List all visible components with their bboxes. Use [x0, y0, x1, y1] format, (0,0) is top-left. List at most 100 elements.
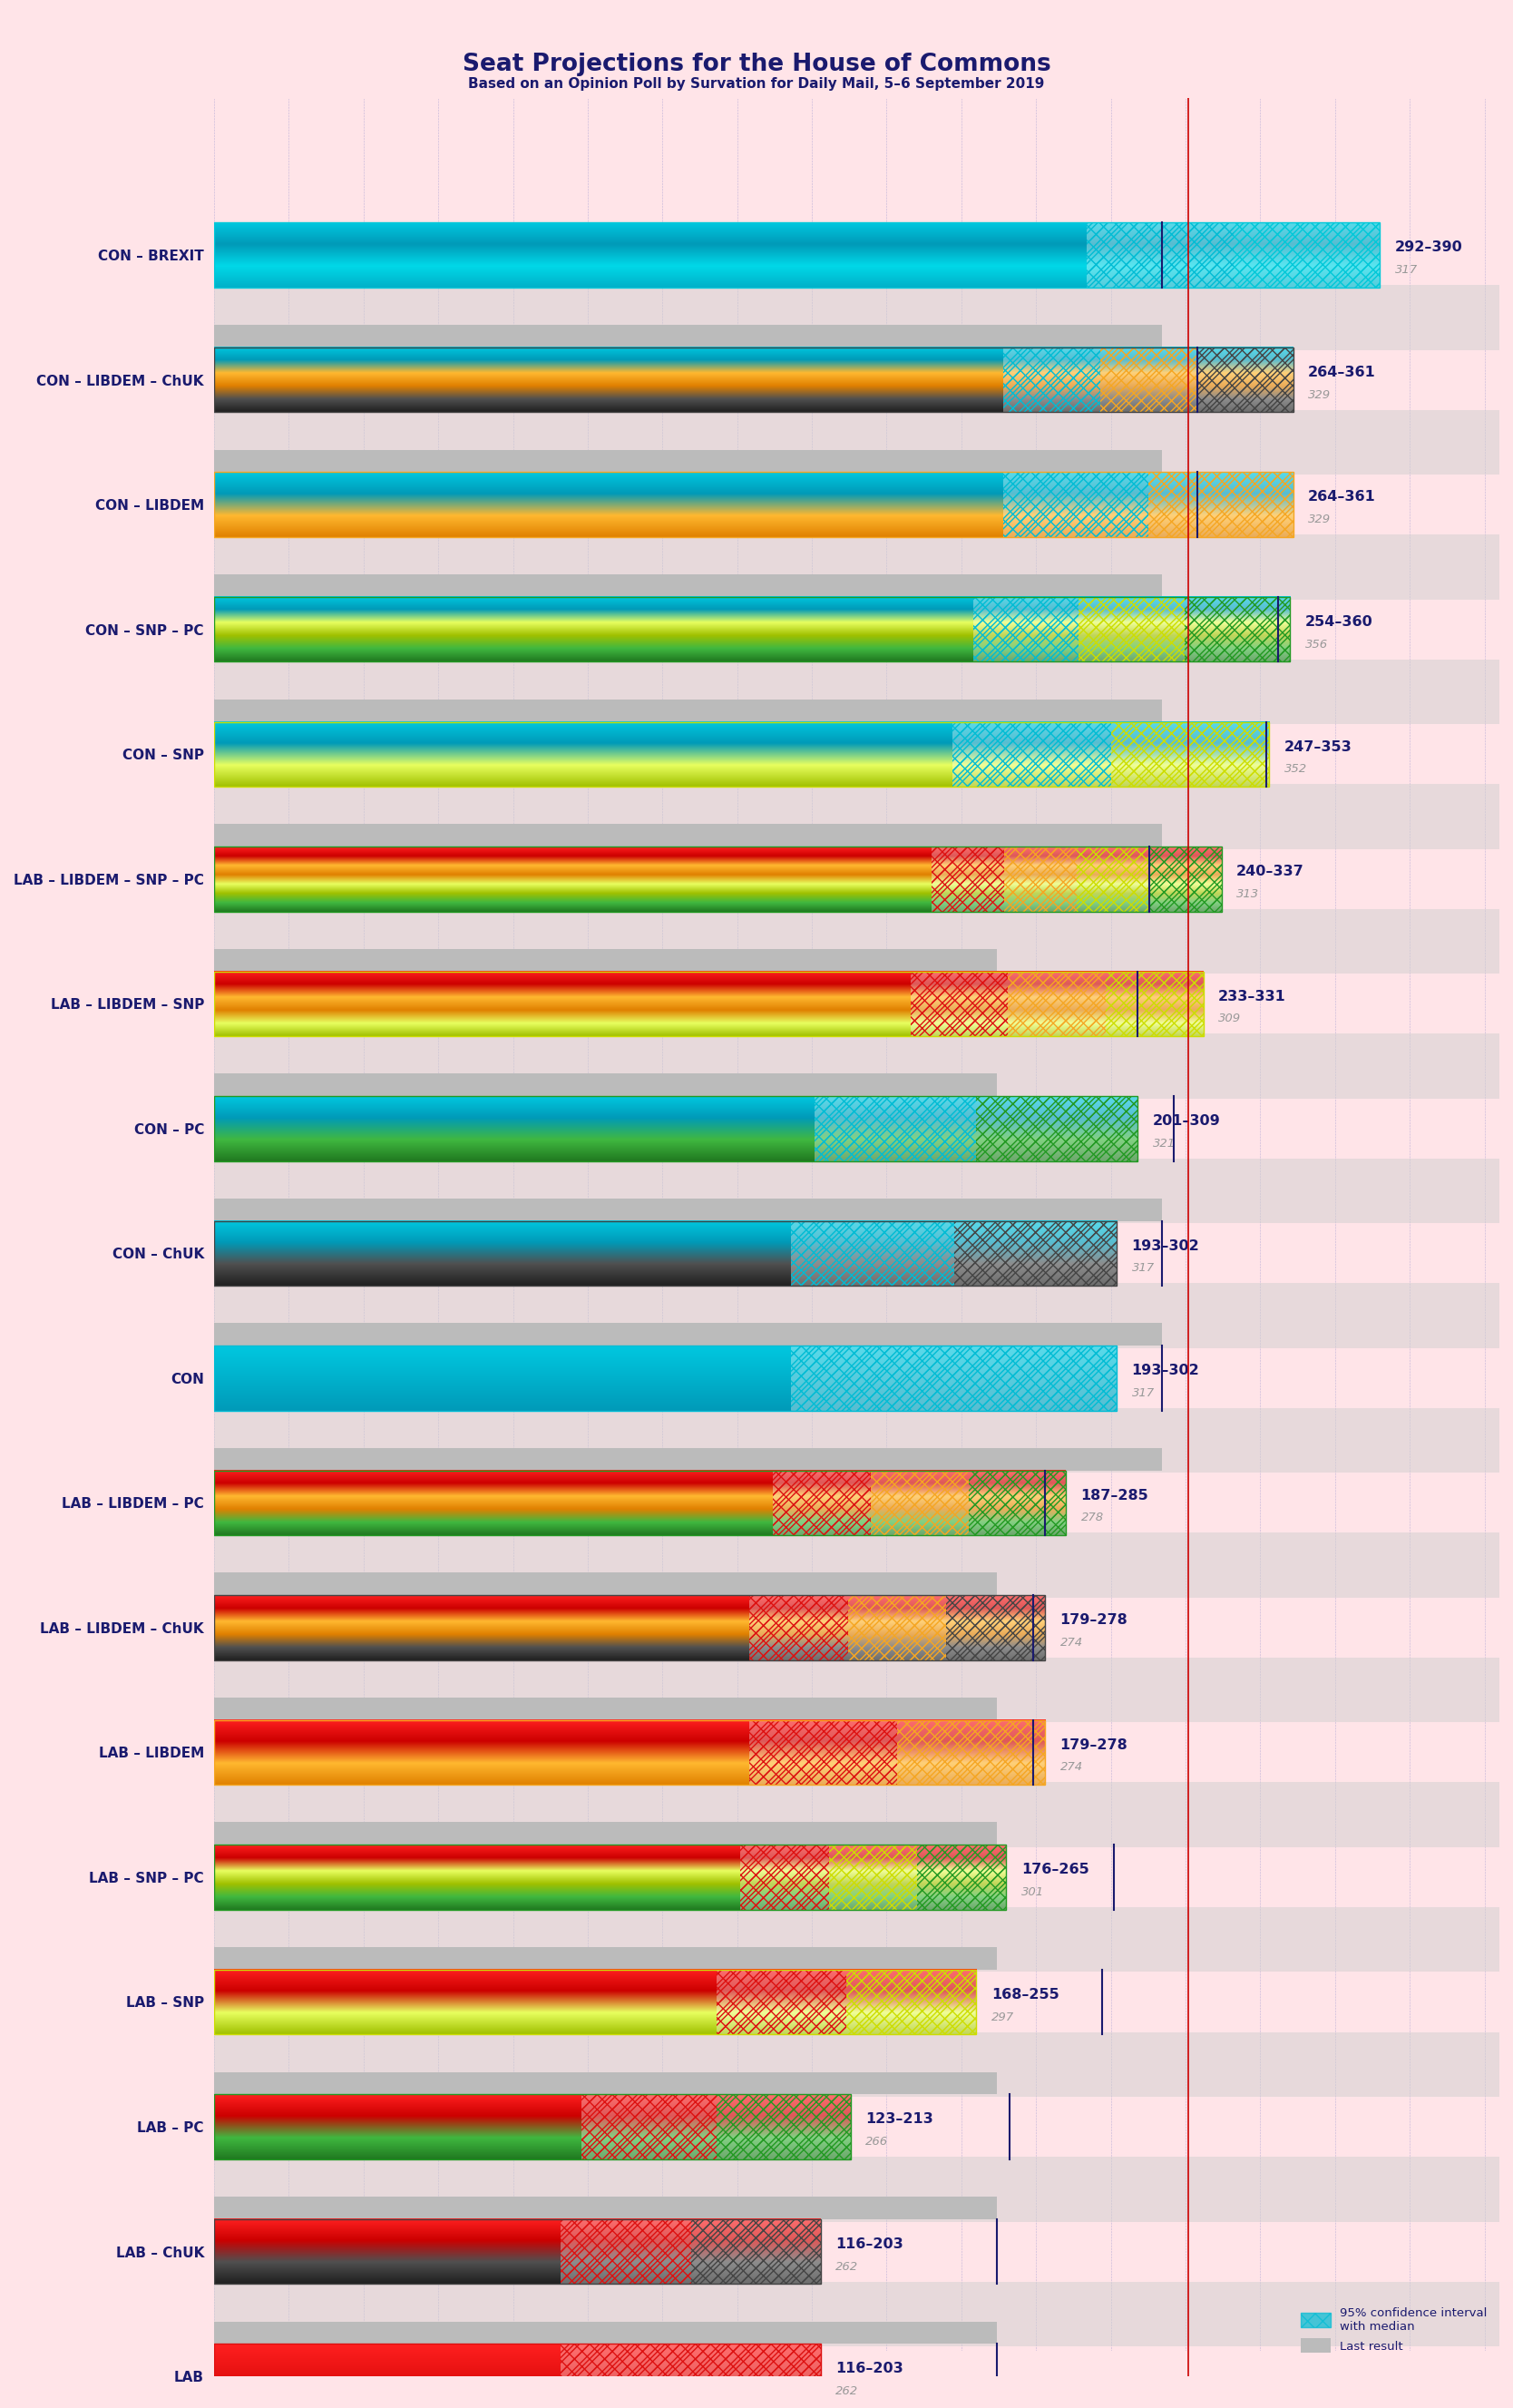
Bar: [1197, 347, 1294, 412]
Text: 187–285: 187–285: [1080, 1488, 1148, 1503]
Text: 321: 321: [1153, 1137, 1176, 1149]
Bar: [829, 1845, 917, 1910]
Bar: [213, 2343, 822, 2408]
Bar: [947, 1594, 1045, 1659]
Text: 317: 317: [1132, 1387, 1154, 1399]
Bar: [973, 597, 1079, 662]
Bar: [561, 2220, 691, 2283]
Bar: [870, 1471, 968, 1536]
Bar: [846, 1970, 976, 2035]
Bar: [1076, 848, 1148, 913]
Bar: [870, 1471, 968, 1536]
Bar: [213, 450, 1162, 472]
Bar: [1005, 848, 1076, 913]
Bar: [213, 2095, 850, 2160]
Bar: [716, 1970, 846, 2035]
Bar: [952, 722, 1111, 787]
Bar: [1100, 347, 1197, 412]
Bar: [213, 1698, 997, 1719]
Bar: [213, 908, 1499, 973]
Bar: [1233, 222, 1380, 287]
Text: 264–361: 264–361: [1309, 491, 1375, 503]
Text: 292–390: 292–390: [1395, 241, 1463, 255]
Bar: [791, 1346, 1117, 1411]
Bar: [716, 2095, 850, 2160]
Bar: [816, 1096, 976, 1161]
Bar: [847, 1594, 947, 1659]
Bar: [740, 1845, 829, 1910]
Bar: [561, 2343, 822, 2408]
Bar: [1076, 848, 1148, 913]
Bar: [561, 2343, 822, 2408]
Bar: [1106, 970, 1203, 1035]
Bar: [870, 1471, 968, 1536]
Bar: [1106, 970, 1203, 1035]
Bar: [213, 1594, 1045, 1659]
Bar: [581, 2095, 716, 2160]
Bar: [791, 1221, 953, 1286]
Bar: [791, 1221, 953, 1286]
Bar: [1111, 722, 1269, 787]
Bar: [1197, 347, 1294, 412]
Bar: [1185, 597, 1291, 662]
Bar: [213, 1221, 1117, 1286]
Bar: [213, 1572, 997, 1594]
Bar: [213, 1907, 1499, 1972]
Bar: [1003, 472, 1148, 537]
Bar: [213, 284, 1499, 349]
Text: 317: 317: [1395, 265, 1418, 277]
Text: 274: 274: [1061, 1763, 1083, 1772]
Bar: [1005, 848, 1076, 913]
Bar: [968, 1471, 1067, 1536]
Bar: [213, 2158, 1499, 2223]
Bar: [1003, 472, 1148, 537]
Bar: [932, 848, 1005, 913]
Bar: [213, 1033, 1499, 1098]
Bar: [816, 1096, 976, 1161]
Bar: [953, 1221, 1117, 1286]
Text: 116–203: 116–203: [835, 2237, 903, 2251]
Bar: [1008, 970, 1106, 1035]
Bar: [1079, 597, 1185, 662]
Text: 247–353: 247–353: [1285, 739, 1353, 754]
Bar: [213, 1471, 1067, 1536]
Bar: [213, 1970, 976, 2035]
Bar: [561, 2220, 691, 2283]
Bar: [1148, 472, 1294, 537]
Bar: [213, 325, 1162, 347]
Bar: [213, 1948, 997, 1970]
Bar: [213, 1782, 1499, 1847]
Bar: [773, 1471, 870, 1536]
Bar: [749, 1719, 897, 1784]
Bar: [953, 1221, 1117, 1286]
Bar: [740, 1845, 829, 1910]
Bar: [952, 722, 1111, 787]
Bar: [581, 2095, 716, 2160]
Bar: [213, 660, 1499, 725]
Bar: [1148, 472, 1294, 537]
Bar: [213, 1719, 1045, 1784]
Bar: [1185, 597, 1291, 662]
Bar: [1148, 848, 1221, 913]
Bar: [213, 1283, 1499, 1348]
Bar: [749, 1594, 847, 1659]
Bar: [1079, 597, 1185, 662]
Bar: [976, 1096, 1138, 1161]
Bar: [791, 1346, 1117, 1411]
Bar: [1003, 472, 1148, 537]
Bar: [213, 1534, 1499, 1597]
Bar: [1086, 222, 1233, 287]
Bar: [953, 1221, 1117, 1286]
Bar: [213, 785, 1499, 850]
Bar: [952, 722, 1111, 787]
Text: 278: 278: [1080, 1512, 1103, 1524]
Text: 179–278: 179–278: [1061, 1613, 1127, 1628]
Text: 313: 313: [1236, 889, 1259, 901]
Bar: [1106, 970, 1203, 1035]
Bar: [847, 1594, 947, 1659]
Bar: [773, 1471, 870, 1536]
Text: 329: 329: [1309, 390, 1331, 400]
Bar: [716, 2095, 850, 2160]
Bar: [213, 1074, 997, 1096]
Bar: [213, 535, 1499, 600]
